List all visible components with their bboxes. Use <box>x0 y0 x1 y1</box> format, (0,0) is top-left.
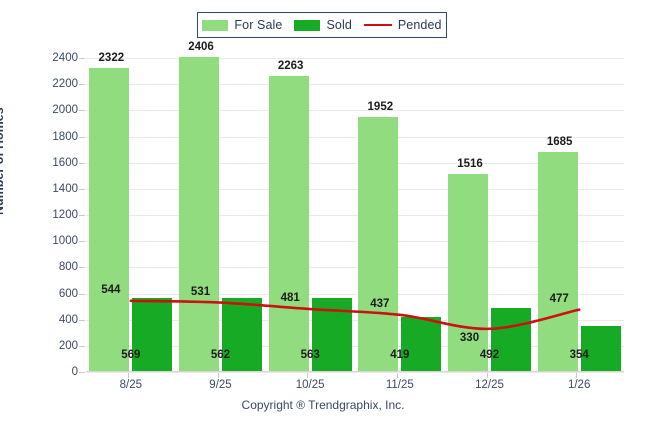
data-label-for-sale: 2406 <box>188 41 214 54</box>
y-axis-tick-mark <box>79 241 85 243</box>
x-axis-tick-label: 10/25 <box>295 379 325 391</box>
y-axis-tick-label: 1600 <box>52 156 78 169</box>
x-axis-tick-mark <box>217 373 219 378</box>
data-label-sold: 419 <box>390 349 410 361</box>
y-axis-tick-mark <box>79 267 85 269</box>
y-axis-tick-mark <box>79 58 85 59</box>
bar-for-sale[interactable] <box>179 57 219 372</box>
square-swatch-icon <box>294 19 321 31</box>
gridline <box>86 110 624 112</box>
y-axis-tick-label: 600 <box>58 287 78 300</box>
gridline <box>86 58 624 59</box>
gridline <box>86 162 624 164</box>
legend-item-sold[interactable]: Sold <box>294 18 352 32</box>
bar-sold[interactable] <box>222 298 262 372</box>
y-axis-tick-label: 2400 <box>52 52 78 64</box>
x-axis-tick-mark <box>486 373 488 378</box>
gridline <box>86 136 624 138</box>
y-axis-tick-mark <box>79 110 85 112</box>
chart-legend: For Sale Sold Pended <box>197 12 447 38</box>
y-axis-tick-mark <box>79 162 85 164</box>
bar-for-sale[interactable] <box>448 173 488 372</box>
x-axis-tick-mark <box>397 373 398 378</box>
pended-line-series <box>129 299 581 331</box>
y-axis-tick-mark <box>79 188 85 190</box>
y-axis: 0 200 400 600 800 1000 1200 1400 1600 1800 2000 220… <box>0 0 86 434</box>
gridline <box>86 345 624 347</box>
plot-area: 2322 569 2406 562 2263 563 1952 419 1516 492 1685 3… <box>86 41 624 373</box>
legend-label-sold: Sold <box>326 18 352 32</box>
bar-for-sale[interactable] <box>537 151 578 372</box>
bar-for-sale[interactable] <box>89 68 130 372</box>
y-axis-tick-label: 2000 <box>52 104 78 117</box>
data-label-pended: 544 <box>101 283 121 296</box>
data-label-for-sale: 2263 <box>277 59 304 72</box>
data-label-sold: 569 <box>121 349 141 361</box>
data-label-for-sale: 1952 <box>367 100 394 113</box>
gridline <box>86 267 624 269</box>
y-axis-tick-mark <box>79 319 85 321</box>
x-axis-tick-label: 9/25 <box>209 379 232 391</box>
gridline <box>86 293 624 295</box>
x-axis-tick-label: 12/25 <box>475 379 504 391</box>
square-swatch-icon <box>202 19 229 31</box>
legend-item-pended[interactable]: Pended <box>363 18 442 32</box>
gridline <box>86 188 624 190</box>
y-axis-tick-mark <box>79 215 85 216</box>
y-axis-tick-label: 800 <box>58 261 78 274</box>
bar-sold[interactable] <box>132 297 173 372</box>
y-axis-tick-mark <box>79 84 85 86</box>
data-label-sold: 562 <box>210 349 231 361</box>
y-axis-tick-label: 1000 <box>52 235 78 248</box>
gridline <box>86 319 624 321</box>
y-axis-tick-mark <box>79 345 85 347</box>
legend-label-for-sale: For Sale <box>234 18 283 32</box>
data-label-pended: 330 <box>459 331 480 344</box>
gridline <box>86 215 624 216</box>
x-axis-tick-mark <box>128 373 129 378</box>
x-axis-tick-label: 1/26 <box>567 379 591 391</box>
data-label-pended: 531 <box>190 285 211 298</box>
gridline <box>86 372 624 373</box>
x-axis-line <box>86 371 624 372</box>
data-label-pended: 437 <box>370 297 390 310</box>
data-label-pended: 481 <box>280 292 300 305</box>
bar-for-sale[interactable] <box>358 116 399 372</box>
data-label-for-sale: 1516 <box>457 157 483 170</box>
y-axis-tick-label: 2200 <box>52 78 78 91</box>
pended-line-path <box>129 299 581 331</box>
data-label-pended: 477 <box>549 292 569 305</box>
y-axis-tick-mark <box>79 372 85 373</box>
bar-for-sale[interactable] <box>268 75 309 372</box>
y-axis-tick-label: 1800 <box>52 130 78 143</box>
data-label-sold: 492 <box>479 349 500 361</box>
legend-label-pended: Pended <box>397 18 442 32</box>
bar-sold[interactable] <box>401 317 442 372</box>
y-axis-tick-label: 400 <box>58 313 78 326</box>
x-axis-tick-mark <box>307 373 309 378</box>
gridline <box>86 84 624 86</box>
data-label-for-sale: 2322 <box>98 52 125 65</box>
legend-item-for-sale[interactable]: For Sale <box>202 18 282 32</box>
y-axis-tick-label: 1400 <box>52 182 78 195</box>
x-axis-tick-mark <box>576 373 578 378</box>
x-axis-tick-label: 8/25 <box>119 379 143 391</box>
line-swatch-icon <box>363 24 392 26</box>
x-axis-tick-label: 11/25 <box>385 379 414 391</box>
data-label-for-sale: 1685 <box>546 135 573 148</box>
y-axis-tick-mark <box>79 293 85 295</box>
data-label-sold: 563 <box>300 349 320 361</box>
y-axis-tick-mark <box>79 136 85 138</box>
copyright-notice: Copyright ® Trendgraphix, Inc. <box>241 398 405 412</box>
data-label-sold: 354 <box>569 349 589 361</box>
gridline <box>86 241 624 243</box>
y-axis-tick-label: 200 <box>58 339 78 352</box>
bar-sold[interactable] <box>491 307 531 372</box>
bar-sold[interactable] <box>580 325 621 372</box>
y-axis-tick-label: 1200 <box>52 209 78 221</box>
y-axis-tick-label: 0 <box>71 366 78 378</box>
